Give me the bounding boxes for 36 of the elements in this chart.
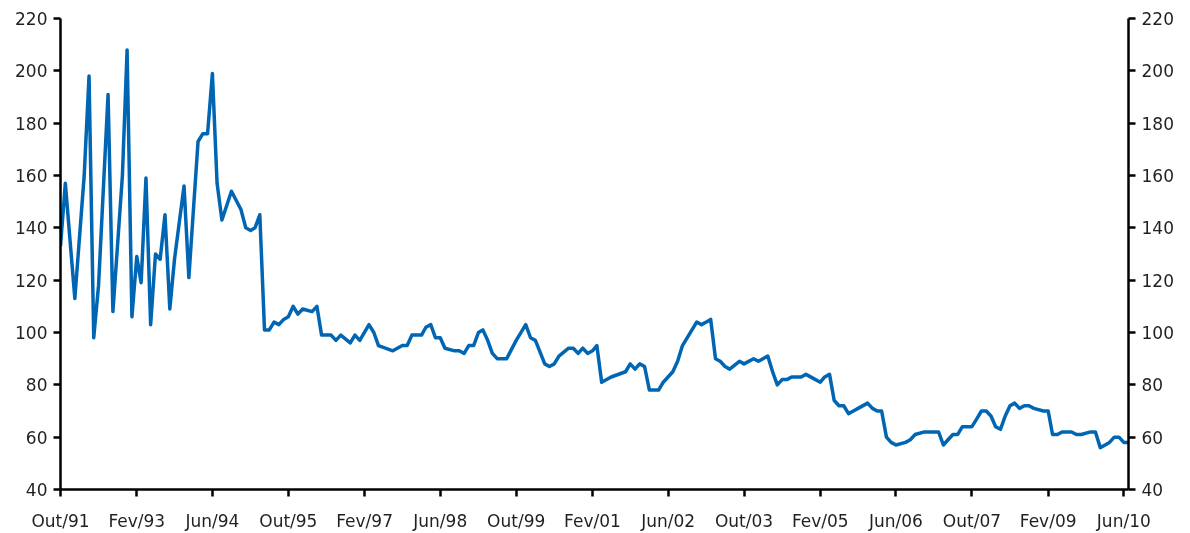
- y-tick-label: 160: [15, 166, 48, 186]
- y-tick-label: 80: [25, 375, 48, 396]
- y2-tick-label: 40: [1141, 480, 1164, 500]
- y2-tick-label: 160: [1141, 166, 1174, 186]
- x-tick-label: Jun/06: [868, 510, 923, 531]
- y-tick-label: 140: [15, 218, 48, 239]
- line-series: [60, 48, 1129, 450]
- x-tick-label: Fev/97: [336, 510, 393, 531]
- x-tick-label: Out/03: [714, 510, 774, 531]
- x-tick-label: Out/99: [487, 510, 546, 531]
- x-tick-label: Jun/10: [1095, 510, 1151, 531]
- y2-tick-label: 200: [1141, 61, 1174, 82]
- x-tick-label: Fev/01: [564, 510, 621, 531]
- x-tick-label: Fev/09: [1019, 510, 1077, 531]
- y2-tick-label: 100: [1141, 323, 1174, 343]
- y-tick-label: 120: [15, 270, 48, 291]
- x-tick-label: Out/95: [259, 510, 318, 531]
- x-tick-label: Jun/98: [412, 510, 468, 531]
- y-tick-label: 100: [15, 323, 48, 343]
- y2-tick-label: 140: [1141, 218, 1174, 239]
- x-tick-label: Jun/94: [184, 510, 240, 531]
- y2-tick-label: 120: [1141, 270, 1174, 291]
- y2-tick-label: 180: [1141, 113, 1174, 134]
- y2-tick-label: 80: [1141, 375, 1164, 396]
- y2-tick-label: 60: [1141, 427, 1164, 448]
- x-tick-label: Fev/05: [791, 510, 849, 531]
- y-tick-label: 60: [25, 427, 48, 448]
- x-tick-label: Fev/93: [108, 510, 166, 531]
- y2-tick-label: 220: [1141, 9, 1174, 29]
- y-tick-label: 200: [15, 61, 48, 82]
- x-tick-label: Jun/02: [640, 510, 696, 531]
- y-tick-label: 220: [15, 9, 48, 29]
- x-tick-label: Out/07: [942, 510, 1002, 531]
- y-tick-label: 40: [25, 480, 48, 500]
- x-tick-label: Out/91: [31, 510, 90, 531]
- y-tick-label: 180: [15, 113, 48, 134]
